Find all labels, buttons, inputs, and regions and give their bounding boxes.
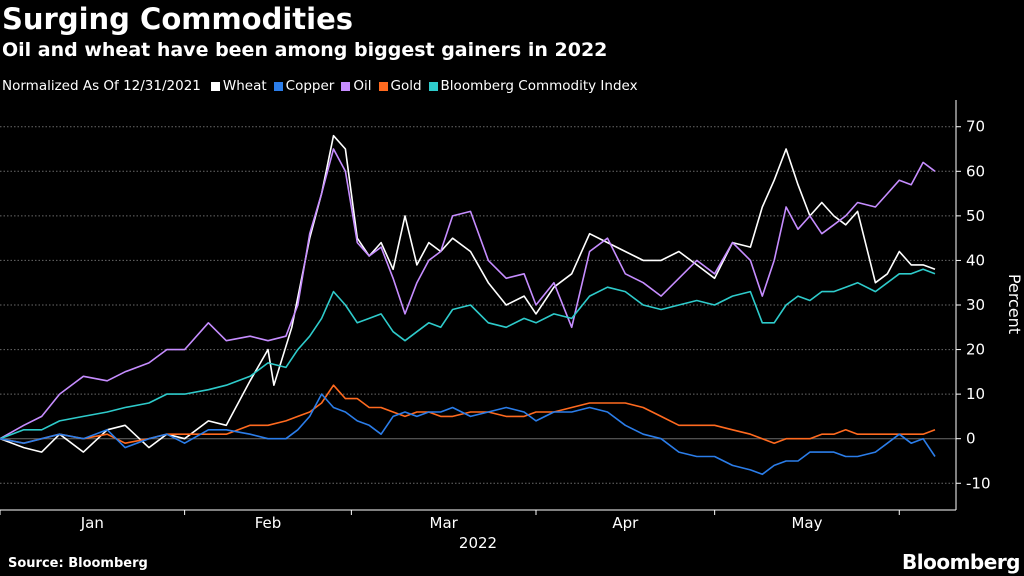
source-note: Source: Bloomberg — [8, 556, 148, 571]
legend-item-wheat: Wheat — [210, 78, 267, 94]
x-axis-title: 2022 — [459, 534, 497, 552]
legend-swatch-copper — [273, 81, 283, 91]
x-tick-label: Jan — [80, 514, 104, 532]
bloomberg-logo: Bloomberg — [902, 550, 1020, 574]
legend-swatch-gold — [378, 81, 388, 91]
gridlines — [0, 126, 956, 484]
y-axis-label: Percent — [1005, 274, 1024, 334]
legend-item-oil: Oil — [341, 78, 372, 94]
x-tick-label: Mar — [430, 514, 459, 532]
legend-item-gold: Gold — [378, 78, 422, 94]
chart-title: Surging Commodities — [2, 2, 354, 36]
series-lines — [0, 134, 936, 476]
y-tick-label: 10 — [966, 385, 985, 403]
legend-item-copper: Copper — [273, 78, 335, 94]
x-tick-label: Apr — [612, 514, 639, 532]
y-tick-label: 40 — [966, 251, 985, 269]
legend-item-bcom: Bloomberg Commodity Index — [428, 78, 638, 94]
legend-label-bcom: Bloomberg Commodity Index — [440, 78, 638, 94]
y-tick-label: 50 — [966, 207, 985, 225]
legend-swatch-oil — [341, 81, 351, 91]
x-tick-label: May — [791, 514, 822, 532]
legend-label-copper: Copper — [285, 78, 335, 94]
y-tick-label: 60 — [966, 162, 985, 180]
legend-label-gold: Gold — [390, 78, 422, 94]
y-tick-label: -10 — [966, 474, 991, 492]
legend-swatch-wheat — [210, 81, 220, 91]
series-line-copper — [0, 393, 936, 476]
x-axis: Jan Feb Mar Apr May — [0, 509, 956, 532]
legend-label-oil: Oil — [353, 78, 372, 94]
legend-swatch-bcom — [428, 81, 438, 91]
legend-label-wheat: Wheat — [222, 78, 267, 94]
legend-note: Normalized As Of 12/31/2021 — [2, 78, 201, 94]
y-axis: -10 0 10 20 30 40 50 60 70 — [955, 100, 991, 510]
series-line-bloomberg-commodity-index — [0, 268, 936, 440]
y-tick-label: 20 — [966, 341, 985, 359]
legend: Normalized As Of 12/31/2021 Wheat Copper… — [2, 78, 645, 94]
y-tick-label: 70 — [966, 118, 985, 136]
chart-subtitle: Oil and wheat have been among biggest ga… — [2, 39, 608, 61]
series-line-oil — [0, 148, 936, 440]
y-tick-label: 0 — [966, 430, 976, 448]
x-tick-label: Feb — [255, 514, 282, 532]
y-tick-label: 30 — [966, 296, 985, 314]
